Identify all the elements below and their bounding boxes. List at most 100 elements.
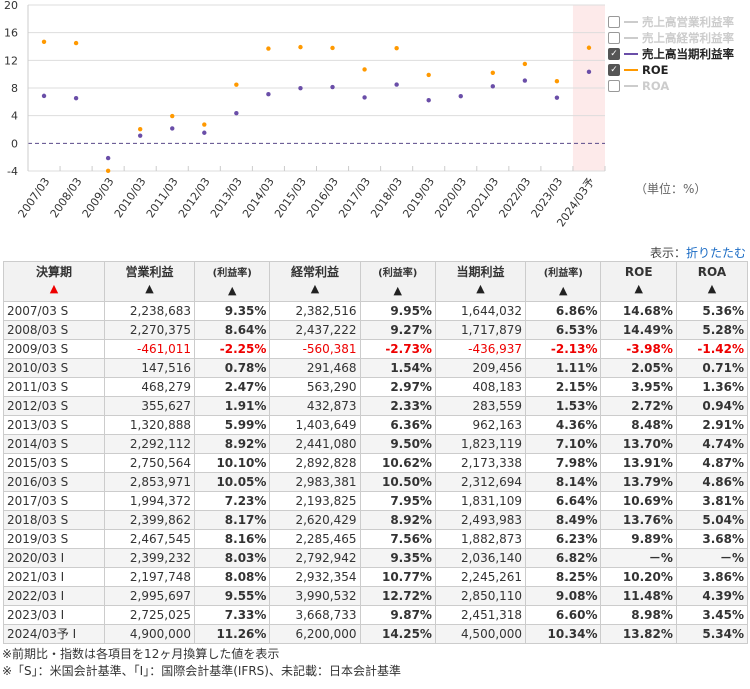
table-cell: 2018/03 S bbox=[3, 510, 105, 530]
checkbox[interactable] bbox=[608, 32, 620, 44]
data-point bbox=[202, 130, 207, 135]
sort-arrow-icon[interactable]: ▲ bbox=[634, 282, 643, 295]
table-cell: 2.72% bbox=[600, 396, 677, 416]
table-cell: 2,441,080 bbox=[269, 434, 361, 454]
sort-arrow-icon[interactable]: ▲ bbox=[476, 282, 485, 295]
table-cell: 7.33% bbox=[193, 605, 271, 625]
table-cell: 2023/03 I bbox=[3, 605, 105, 625]
column-header[interactable]: 当期利益 ▲ bbox=[434, 261, 527, 302]
sort-arrow-icon[interactable]: ▲ bbox=[227, 284, 237, 297]
table-cell: 4,900,000 bbox=[103, 624, 196, 644]
legend-line-icon bbox=[624, 69, 638, 71]
data-point bbox=[426, 72, 431, 78]
table-row: 2017/03 S 1,994,372 7.23% 2,193,825 7.95% 1,8… bbox=[3, 491, 749, 511]
sort-arrow-icon[interactable]: ▲ bbox=[49, 282, 59, 295]
column-header[interactable]: 経常利益 ▲ bbox=[269, 261, 361, 302]
table-cell: 7.98% bbox=[525, 453, 602, 473]
table-cell: 2010/03 S bbox=[3, 358, 105, 378]
column-header[interactable]: (利益率) ▲ bbox=[359, 261, 436, 302]
table-cell: 1,403,649 bbox=[269, 415, 361, 435]
sort-arrow-icon[interactable]: ▲ bbox=[310, 282, 320, 295]
table-cell: 9.27% bbox=[359, 320, 436, 340]
table-cell: 8.92% bbox=[193, 434, 271, 454]
column-header[interactable]: ROA ▲ bbox=[675, 261, 749, 302]
table-cell: 2,983,381 bbox=[269, 472, 361, 492]
table-cell: 8.03% bbox=[193, 548, 271, 568]
x-tick-label: 2017/03 bbox=[336, 175, 373, 220]
table-row: 2020/03 I 2,399,232 8.03% 2,792,942 9.35% 2,0… bbox=[3, 548, 749, 568]
table-row: 2018/03 S 2,399,862 8.17% 2,620,429 8.92% 2,4… bbox=[3, 510, 749, 530]
data-point bbox=[458, 93, 463, 99]
toggle-label: 表示： bbox=[649, 246, 686, 260]
header-label: 当期利益 bbox=[456, 265, 505, 279]
column-header[interactable]: ROE ▲ bbox=[600, 261, 677, 302]
checkbox[interactable] bbox=[608, 80, 620, 92]
table-cell: 8.25% bbox=[525, 567, 602, 587]
sort-arrow-icon[interactable]: ▲ bbox=[145, 282, 154, 295]
checkbox[interactable] bbox=[608, 16, 620, 28]
table-cell: 7.10% bbox=[525, 434, 602, 454]
table-cell: 4.87% bbox=[675, 453, 749, 473]
sort-arrow-icon[interactable]: ▲ bbox=[707, 282, 717, 295]
data-point bbox=[41, 39, 47, 44]
x-tick-label: 2019/03 bbox=[400, 175, 437, 220]
table-cell: 2,399,862 bbox=[103, 510, 196, 530]
table-cell: 5.99% bbox=[193, 415, 271, 435]
legend-line-icon bbox=[624, 37, 638, 39]
legend-item[interactable]: 売上高経常利益率 bbox=[608, 30, 734, 46]
data-point bbox=[362, 95, 367, 100]
checkbox[interactable]: ✓ bbox=[608, 48, 620, 60]
y-tick-label: 12 bbox=[4, 54, 18, 67]
table-row: 2016/03 S 2,853,971 10.05% 2,983,381 10.50% 2… bbox=[3, 472, 749, 492]
checkbox[interactable]: ✓ bbox=[608, 64, 620, 76]
table-cell: 2.97% bbox=[359, 377, 436, 397]
x-tick-label: 2014/03 bbox=[240, 175, 277, 220]
legend-item[interactable]: ROA bbox=[608, 78, 734, 94]
data-point bbox=[41, 93, 47, 99]
table-cell: 1,882,873 bbox=[434, 529, 527, 549]
table-row: 2012/03 S 355,627 1.91% 432,873 2.33% 283,559… bbox=[3, 396, 749, 416]
table-cell: 2.47% bbox=[193, 377, 271, 397]
data-point bbox=[394, 45, 399, 51]
legend-label: ROE bbox=[642, 63, 669, 77]
legend-item[interactable]: ✓ ROE bbox=[608, 62, 734, 78]
collapse-link[interactable]: 折りたたむ bbox=[685, 246, 746, 260]
data-point bbox=[490, 84, 496, 89]
table-cell: 13.76% bbox=[600, 510, 677, 530]
column-header[interactable]: 営業利益 ▲ bbox=[103, 261, 196, 302]
table-cell: 2016/03 S bbox=[3, 472, 105, 492]
legend-line-icon bbox=[624, 53, 638, 55]
legend-item[interactable]: 売上高営業利益率 bbox=[608, 14, 734, 30]
y-tick-label: 16 bbox=[4, 27, 18, 40]
table-row: 2014/03 S 2,292,112 8.92% 2,441,080 9.50% 1,8… bbox=[3, 434, 749, 454]
table-cell: 3,990,532 bbox=[269, 586, 361, 606]
table-cell: 4.74% bbox=[675, 434, 749, 454]
legend-item[interactable]: ✓ 売上高当期利益率 bbox=[608, 46, 734, 62]
table-cell: 2013/03 S bbox=[3, 415, 105, 435]
table-row: 2007/03 S 2,238,683 9.35% 2,382,516 9.95% 1,6… bbox=[3, 301, 749, 321]
x-tick-label: 2015/03 bbox=[272, 175, 309, 220]
table-cell: 2,312,694 bbox=[434, 472, 527, 492]
table-section: 決算期 ▲ 営業利益 ▲ (利益率) ▲ 経常利益 ▲ (利益率) ▲ 当期利益 ▲ (利益率) ▲ ROE… bbox=[2, 261, 749, 680]
chart-legend: 売上高営業利益率 売上高経常利益率 ✓ 売上高当期利益率 ✓ ROE ROA bbox=[608, 14, 734, 94]
table-cell: 2,892,828 bbox=[269, 453, 361, 473]
header-label: ROA bbox=[697, 265, 727, 279]
table-cell: 355,627 bbox=[103, 396, 196, 416]
data-point bbox=[73, 40, 79, 46]
table-cell: 2.15% bbox=[525, 377, 602, 397]
table-cell: 2.05% bbox=[600, 358, 677, 378]
y-tick-label: 4 bbox=[11, 110, 18, 123]
sort-arrow-icon[interactable]: ▲ bbox=[559, 284, 568, 297]
column-header[interactable]: (利益率) ▲ bbox=[193, 261, 271, 302]
table-cell: 1.54% bbox=[359, 358, 436, 378]
data-point bbox=[266, 46, 271, 51]
table-cell: 9.87% bbox=[359, 605, 436, 625]
table-cell: 9.35% bbox=[193, 301, 271, 321]
column-header[interactable]: 決算期 ▲ bbox=[3, 261, 105, 302]
data-point bbox=[362, 67, 367, 72]
table-cell: 6.53% bbox=[525, 320, 602, 340]
sort-arrow-icon[interactable]: ▲ bbox=[393, 284, 402, 297]
table-row: 2021/03 I 2,197,748 8.08% 2,932,354 10.77% 2,… bbox=[3, 567, 749, 587]
table-cell: 8.14% bbox=[525, 472, 602, 492]
column-header[interactable]: (利益率) ▲ bbox=[525, 261, 602, 302]
